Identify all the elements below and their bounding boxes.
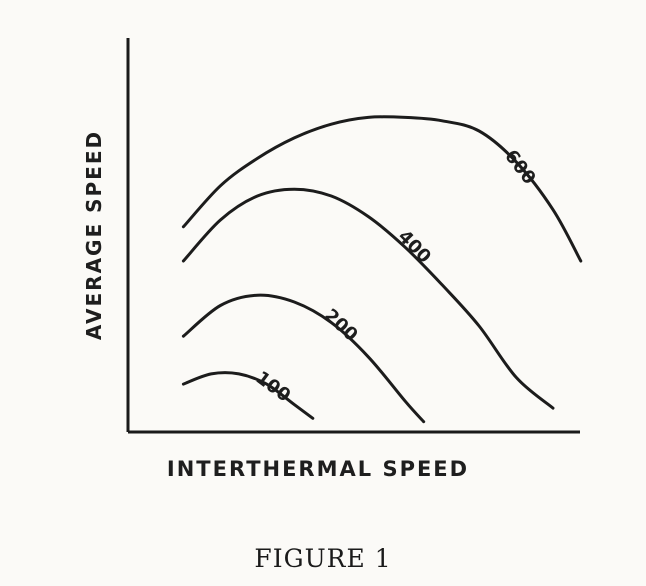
series-label-200: 200: [320, 305, 362, 346]
series-line-400: [181, 187, 555, 410]
series-layer: [181, 115, 583, 424]
series-line-100: [181, 371, 315, 420]
series-label-400: 400: [394, 226, 435, 268]
series-line-200: [181, 293, 426, 424]
figure-caption: FIGURE 1: [254, 544, 392, 573]
series-line-600: [181, 115, 583, 263]
x-axis-label: INTERTHERMAL SPEED: [167, 457, 469, 481]
y-axis-label: AVERAGE SPEED: [82, 130, 106, 340]
